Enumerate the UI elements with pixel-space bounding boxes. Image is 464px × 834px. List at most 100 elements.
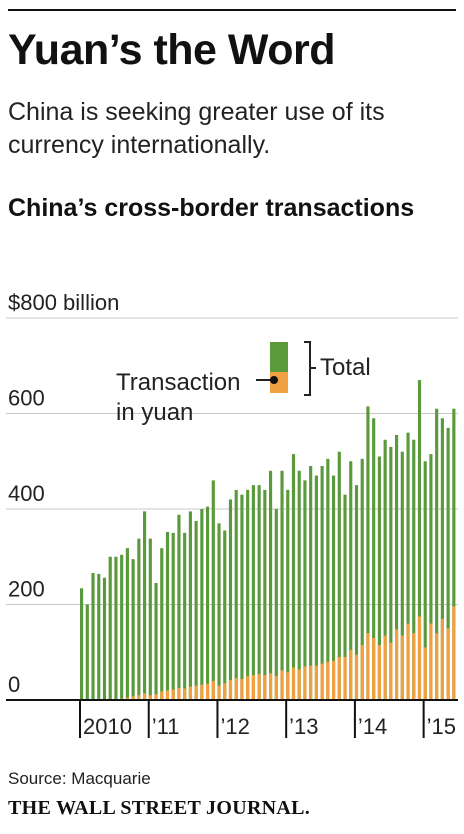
yuan-bar	[131, 696, 135, 700]
total-bar	[114, 556, 118, 700]
total-bar	[143, 511, 147, 700]
total-bar	[360, 458, 364, 700]
total-bar	[337, 451, 341, 700]
total-bar	[91, 572, 95, 700]
yuan-bar	[280, 670, 284, 700]
total-bar	[332, 475, 336, 700]
total-bar	[406, 432, 410, 700]
yuan-bar	[326, 661, 330, 700]
yuan-bar	[223, 683, 227, 700]
total-bar	[452, 408, 456, 700]
yuan-bar	[446, 628, 450, 700]
yuan-bar	[257, 674, 261, 700]
yuan-bar	[165, 690, 170, 700]
publisher-logo: THE WALL STREET JOURNAL.	[8, 797, 311, 819]
yuan-bar	[349, 649, 353, 700]
total-bar	[80, 588, 84, 700]
total-bar	[326, 458, 330, 700]
total-bar	[417, 380, 422, 700]
total-bar	[377, 456, 381, 700]
yuan-bar	[332, 660, 336, 700]
legend-yuan-label: Transaction in yuan	[116, 369, 247, 426]
yuan-bar	[377, 645, 381, 700]
legend-bracket	[304, 341, 316, 396]
yuan-bar	[452, 606, 456, 700]
yuan-bar	[429, 623, 433, 700]
total-bar	[309, 466, 313, 700]
total-bar	[320, 466, 324, 700]
total-bar	[200, 509, 204, 700]
total-bar	[303, 480, 307, 700]
total-bar	[366, 406, 370, 700]
yuan-bar	[188, 686, 192, 700]
yuan-bar	[154, 694, 158, 700]
total-bar	[206, 506, 210, 700]
total-bar	[354, 485, 359, 700]
x-tick-label: ’12	[220, 714, 249, 739]
yuan-bar	[372, 637, 376, 700]
legend-yuan-line-2: in yuan	[116, 399, 193, 426]
total-bar	[291, 454, 296, 700]
yuan-bar	[228, 679, 233, 700]
total-bar	[257, 485, 261, 700]
total-bar	[97, 573, 101, 700]
total-bar	[177, 514, 181, 700]
yuan-bar	[343, 657, 347, 700]
yuan-bar	[412, 633, 416, 700]
yuan-bar	[423, 647, 427, 700]
total-bar	[131, 559, 135, 700]
yuan-bar	[354, 654, 359, 700]
yuan-bar	[400, 635, 404, 700]
x-tick-label: ’15	[427, 714, 456, 739]
yuan-bar	[171, 689, 175, 700]
total-bar	[246, 489, 250, 700]
yuan-bar	[183, 688, 187, 700]
yuan-bar	[211, 680, 215, 700]
yuan-bar	[234, 678, 238, 700]
yuan-bar	[200, 684, 204, 700]
total-bar	[423, 461, 427, 700]
x-tick-label: ’11	[152, 714, 180, 739]
total-bar	[429, 454, 433, 700]
total-bar	[234, 489, 238, 700]
total-bar	[372, 418, 376, 700]
total-bar	[446, 427, 450, 700]
top-rule	[8, 9, 456, 11]
total-bar	[160, 548, 164, 700]
total-bar	[194, 520, 198, 700]
yuan-bar	[417, 616, 422, 700]
y-tick-label: $800 billion	[8, 290, 119, 315]
total-bar	[269, 470, 273, 700]
legend-yuan-line-1: Transaction	[116, 369, 241, 396]
yuan-bar	[337, 657, 341, 700]
yuan-bar	[406, 623, 410, 700]
yuan-bar	[360, 645, 364, 700]
y-tick-label: 600	[8, 386, 45, 411]
yuan-bar	[297, 669, 301, 700]
total-bar	[297, 470, 301, 700]
total-bar	[108, 556, 112, 700]
source-note: Source: Macquarie	[8, 769, 151, 788]
y-tick-labels: $800 billion 600 400 200 0	[8, 290, 119, 697]
total-bars	[80, 380, 456, 700]
transactions-chart: $800 billion 600 400 200 0 2010 ’11 ’12 ’13 ’14 ’…	[6, 290, 458, 739]
yuan-bar	[383, 635, 387, 700]
yuan-bar	[137, 695, 141, 700]
yuan-bar	[274, 676, 278, 700]
y-tick-label: 400	[8, 481, 45, 506]
yuan-bar	[177, 688, 181, 700]
total-bar	[383, 439, 387, 700]
yuan-bar	[309, 665, 313, 700]
total-bar	[85, 604, 89, 700]
legend-total-label: Total	[320, 354, 371, 381]
total-bar	[211, 480, 215, 700]
yuan-bar	[206, 683, 210, 700]
yuan-bar	[269, 673, 273, 700]
headline: Yuan’s the Word	[8, 26, 336, 74]
x-axis	[6, 699, 458, 738]
yuan-bar	[389, 642, 393, 700]
yuan-bar	[251, 675, 255, 700]
yuan-bar	[246, 676, 250, 700]
total-bar	[400, 451, 404, 700]
total-bar	[280, 470, 284, 700]
